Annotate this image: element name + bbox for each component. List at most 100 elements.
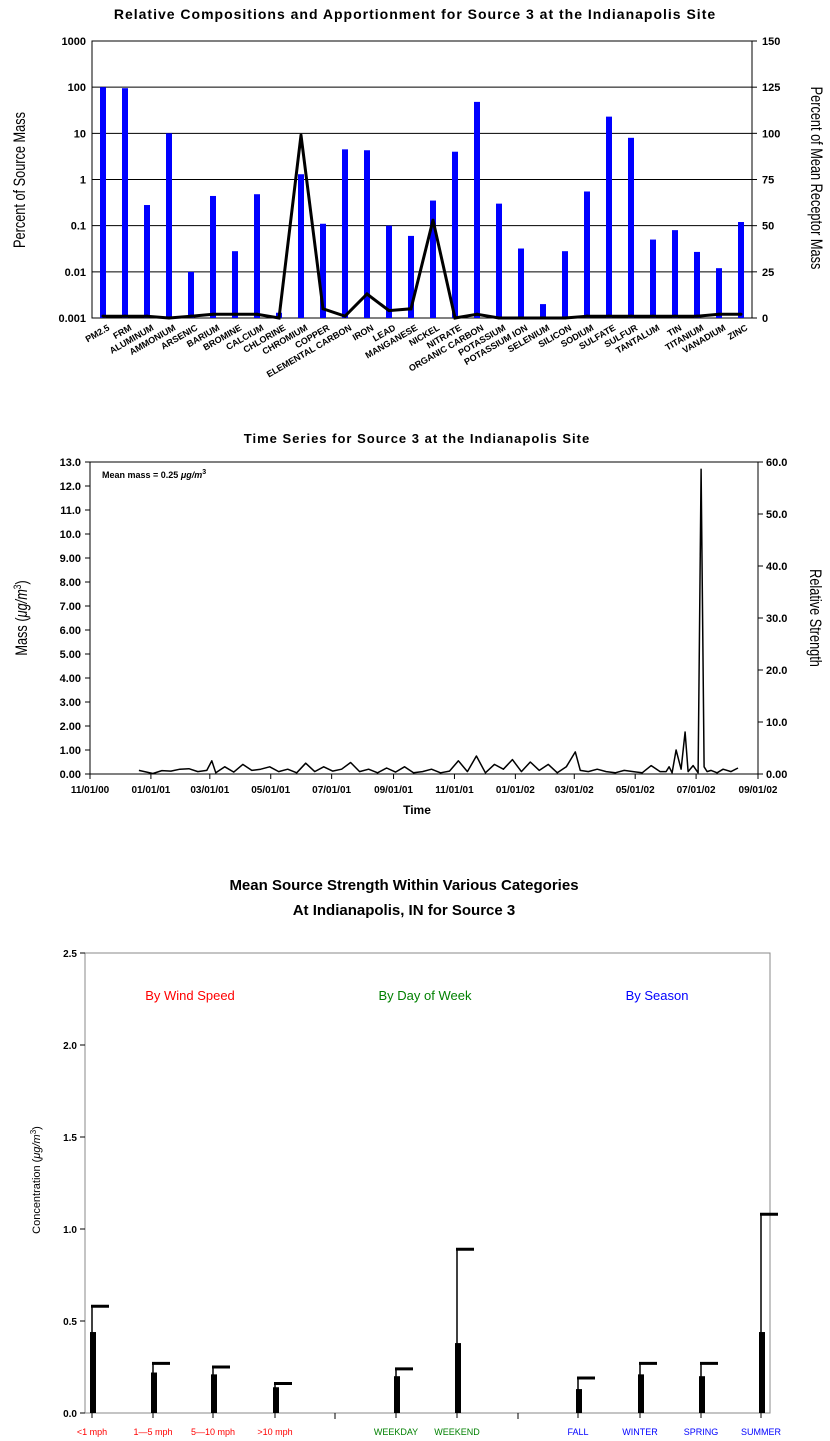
- category-strength-chart: Mean Source Strength Within Various Cate…: [29, 877, 781, 1437]
- y2-tick-label: 50: [762, 221, 774, 233]
- bar: [386, 225, 392, 318]
- line-point: [365, 292, 369, 296]
- bar: [562, 251, 568, 318]
- y2-tick-label: 150: [762, 36, 780, 48]
- bar: [166, 133, 172, 318]
- line-point: [145, 314, 149, 318]
- y-tick-label: 2.0: [63, 1041, 77, 1052]
- group-heading: By Day of Week: [379, 988, 472, 1003]
- time-series-chart: Time Series for Source 3 at the Indianap…: [12, 431, 825, 817]
- y-tick-label: 10.0: [60, 529, 81, 541]
- line-point: [519, 316, 523, 320]
- x-tick-label: 11/01/01: [435, 785, 474, 796]
- y2-tick-label: 125: [762, 82, 780, 94]
- x-tick-label: 03/01/01: [190, 785, 229, 796]
- y-tick-label: 0.01: [65, 267, 86, 279]
- x-tick-label: SPRING: [684, 1427, 719, 1437]
- bar: [474, 101, 480, 319]
- mass-series-line: [138, 468, 739, 775]
- mean-bar: [394, 1376, 400, 1413]
- line-point: [453, 316, 457, 320]
- plot-frame: [91, 40, 753, 319]
- x-tick-label: 07/01/02: [677, 785, 716, 796]
- bar: [408, 235, 414, 318]
- y-tick-label: 1.0: [63, 1225, 77, 1236]
- y-tick-label: 0.00: [60, 769, 81, 781]
- line-point: [387, 309, 391, 313]
- bar: [320, 223, 326, 318]
- x-tick-label: 5—10 mph: [191, 1427, 235, 1437]
- bar: [540, 304, 546, 318]
- bar: [694, 251, 700, 318]
- mean-bar: [90, 1332, 96, 1413]
- line-point: [563, 316, 567, 320]
- line-point: [651, 314, 655, 318]
- bar: [606, 116, 612, 318]
- line-point: [673, 314, 677, 318]
- line-point: [585, 314, 589, 318]
- y2-axis-label: Relative Strength: [805, 569, 824, 667]
- composition-chart: Relative Compositions and Apportionment …: [10, 6, 825, 379]
- bar: [254, 194, 260, 318]
- bar: [430, 200, 436, 318]
- x-tick-label: FALL: [567, 1427, 588, 1437]
- mean-bar: [576, 1389, 582, 1413]
- y-tick-label: 9.00: [60, 553, 81, 565]
- y2-tick-label: 50.0: [766, 509, 787, 521]
- x-tick-label: <1 mph: [77, 1427, 107, 1437]
- x-tick-label: 1—5 mph: [133, 1427, 172, 1437]
- x-tick-label: WEEKDAY: [374, 1427, 418, 1437]
- line-point: [629, 314, 633, 318]
- bar: [298, 174, 304, 318]
- x-tick-label: WEEKEND: [434, 1427, 480, 1437]
- line-point: [717, 312, 721, 316]
- x-tick-label: WINTER: [622, 1427, 658, 1437]
- chart-title: Time Series for Source 3 at the Indianap…: [244, 431, 590, 446]
- y2-tick-label: 0: [762, 313, 768, 325]
- line-point: [167, 316, 171, 320]
- y-tick-label: 6.00: [60, 625, 81, 637]
- x-tick-label: 01/01/01: [131, 785, 170, 796]
- y-tick-label: 10: [74, 128, 86, 140]
- line-point: [409, 307, 413, 311]
- bar: [628, 137, 634, 318]
- bar: [716, 268, 722, 318]
- y-tick-label: 1: [80, 175, 86, 187]
- y2-tick-label: 100: [762, 128, 780, 140]
- mean-bar: [638, 1374, 644, 1413]
- y2-tick-label: 0.00: [766, 769, 787, 781]
- line-point: [299, 133, 303, 137]
- line-point: [739, 312, 743, 316]
- y2-tick-label: 30.0: [766, 613, 787, 625]
- y-tick-label: 1.5: [63, 1133, 77, 1144]
- y-tick-label: 100: [68, 82, 86, 94]
- line-point: [475, 312, 479, 316]
- x-tick-label: IRON: [351, 323, 375, 343]
- y-axis-label: Percent of Source Mass: [10, 112, 29, 248]
- group-heading: By Season: [626, 988, 689, 1003]
- mean-bar: [455, 1343, 461, 1413]
- line-point: [123, 314, 127, 318]
- bar: [188, 271, 194, 318]
- y-axis-label: Mass (μg/m3): [12, 580, 32, 655]
- x-tick-label: 09/01/01: [374, 785, 413, 796]
- bar: [518, 248, 524, 318]
- bar: [650, 239, 656, 318]
- mean-mass-annotation: Mean mass = 0.25 μg/m3: [102, 469, 206, 480]
- mean-bar: [151, 1372, 157, 1413]
- line-point: [277, 316, 281, 320]
- line-point: [497, 316, 501, 320]
- bar: [584, 191, 590, 318]
- bar: [738, 222, 744, 318]
- y-tick-label: 8.00: [60, 577, 81, 589]
- y-tick-label: 11.0: [60, 505, 81, 517]
- line-point: [607, 314, 611, 318]
- bar: [122, 88, 128, 318]
- y-tick-label: 0.0: [63, 1409, 77, 1420]
- y-tick-label: 3.00: [60, 697, 81, 709]
- x-tick-label: 01/01/02: [496, 785, 535, 796]
- y-tick-label: 0.1: [71, 221, 86, 233]
- line-point: [541, 316, 545, 320]
- x-tick-label: 05/01/02: [616, 785, 655, 796]
- bar: [144, 205, 150, 318]
